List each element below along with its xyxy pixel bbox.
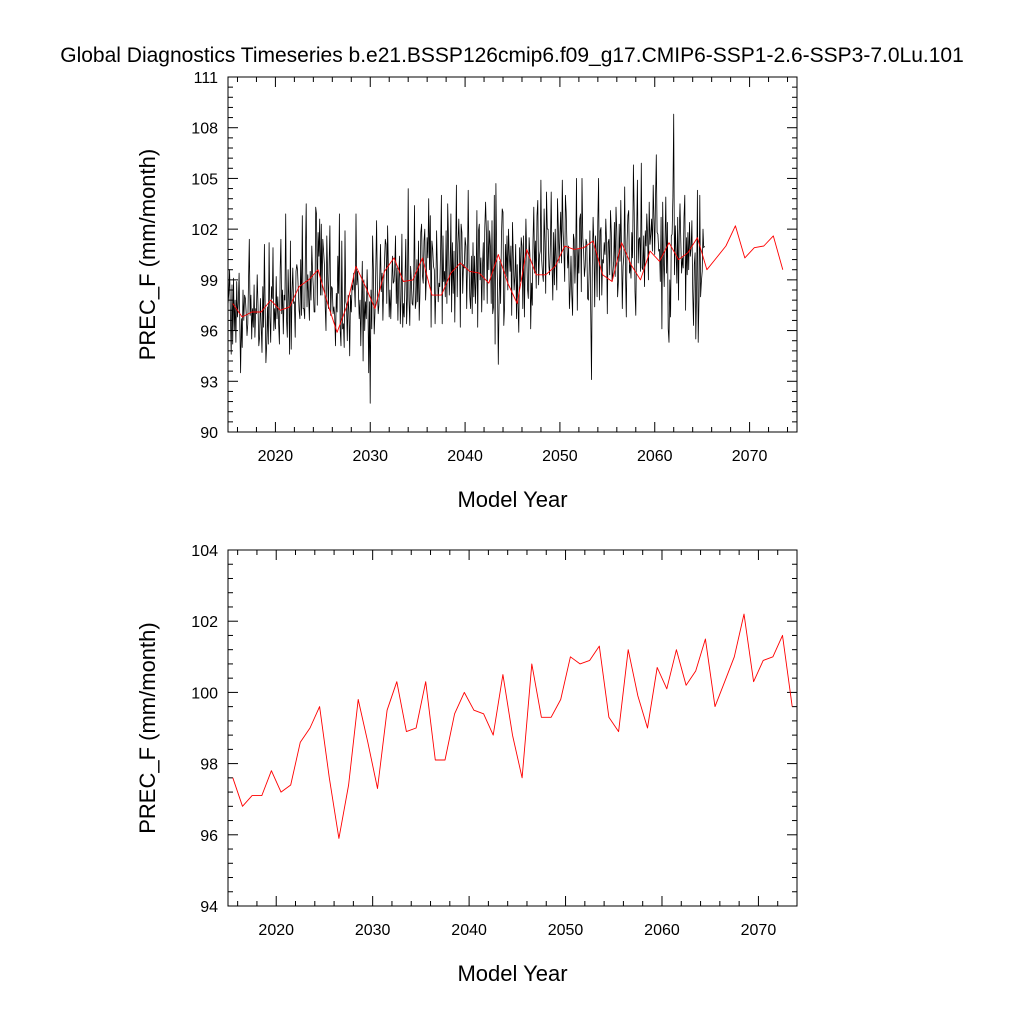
y-tick-label: 104: [191, 543, 218, 560]
y-tick-label: 96: [200, 828, 218, 845]
x-tick-label: 2040: [451, 922, 487, 939]
y-tick-label: 98: [200, 757, 218, 774]
x-tick-label: 2030: [352, 448, 388, 465]
y-axis-label: PREC_F (mm/month): [135, 149, 160, 360]
x-tick-label: 2040: [447, 448, 483, 465]
y-tick-label: 102: [191, 222, 218, 239]
x-tick-label: 2050: [548, 922, 584, 939]
annual-series-line: [232, 613, 793, 839]
y-axis-label: PREC_F (mm/month): [135, 622, 160, 833]
x-tick-label: 2060: [644, 922, 680, 939]
y-tick-label: 108: [191, 121, 218, 138]
bottom-panel: 2020 2030 2040 2050 2060 2070 94 96 98 100 102 104 M…: [135, 543, 798, 986]
monthly-series-line: [228, 113, 705, 404]
x-tick-label: 2070: [732, 448, 768, 465]
x-tick-label: 2060: [637, 448, 673, 465]
y-tick-label: 94: [200, 899, 218, 916]
x-axis-label: Model Year: [457, 961, 567, 986]
plot-frame: [227, 76, 798, 433]
y-tick-label: 93: [200, 374, 218, 391]
x-axis-label: Model Year: [457, 487, 567, 512]
y-tick-label: 96: [200, 324, 218, 341]
x-tick-label: 2050: [542, 448, 578, 465]
x-tick-label: 2020: [258, 922, 294, 939]
annual-series-line: [232, 225, 784, 333]
x-tick-label: 2030: [355, 922, 391, 939]
y-tick-label: 90: [200, 425, 218, 442]
y-tick-label: 105: [191, 171, 218, 188]
x-tick-label: 2070: [741, 922, 777, 939]
y-tick-label: 100: [191, 685, 218, 702]
chart-title: Global Diagnostics Timeseries b.e21.BSSP…: [60, 44, 964, 67]
top-panel: 2020 2030 2040 2050 2060 2070 90 93 96 99 102 105 10…: [135, 70, 798, 512]
plot-frame: [227, 549, 798, 907]
y-tick-label: 99: [200, 273, 218, 290]
x-tick-label: 2020: [258, 448, 294, 465]
y-tick-label: 111: [194, 70, 218, 87]
y-tick-label: 102: [191, 614, 218, 631]
